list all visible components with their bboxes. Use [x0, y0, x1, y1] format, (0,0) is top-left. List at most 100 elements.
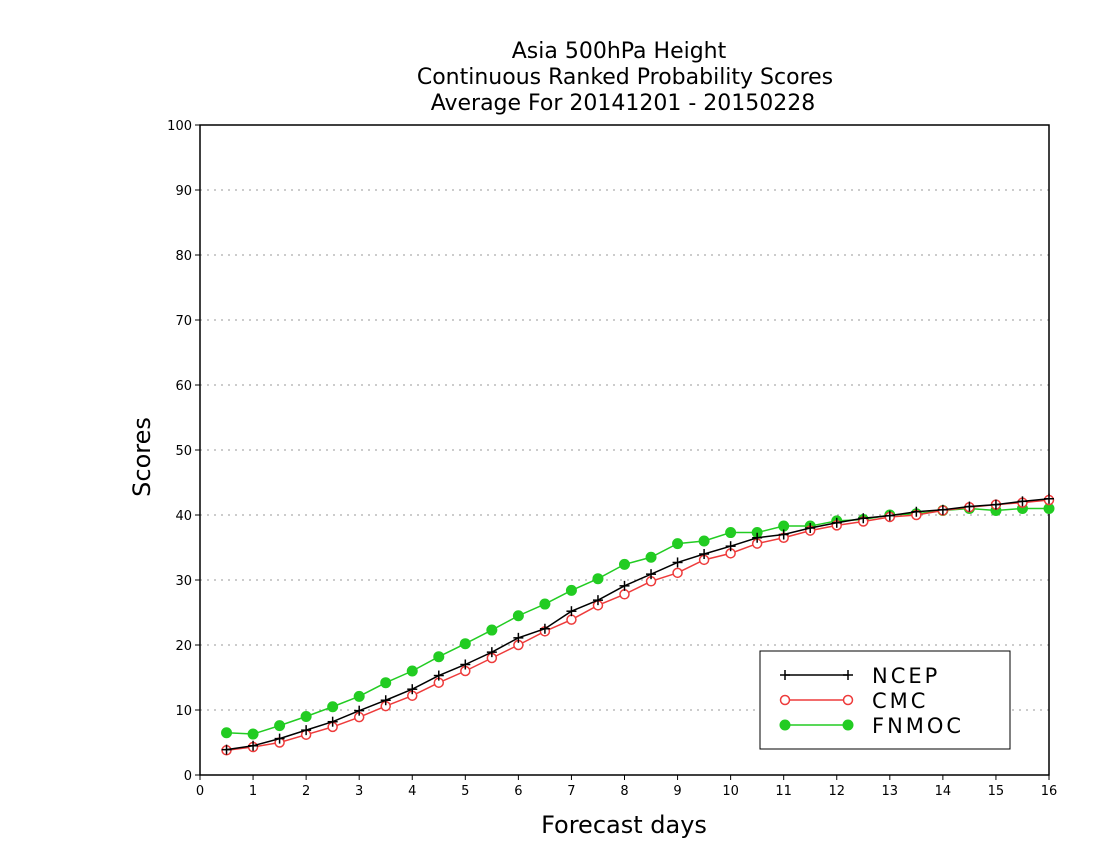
point-fnmoc-2.5	[327, 701, 339, 713]
point-fnmoc-10	[725, 527, 737, 539]
y-tick-label-40: 40	[175, 509, 192, 524]
y-tick-label-50: 50	[175, 444, 192, 459]
point-ncep-6.5	[539, 623, 550, 634]
point-ncep-7	[566, 606, 577, 617]
y-tick-label-10: 10	[175, 704, 192, 719]
point-fnmoc-6	[512, 610, 524, 622]
y-tick-label-80: 80	[175, 249, 192, 264]
point-ncep-2	[301, 725, 312, 736]
point-ncep-14	[937, 504, 948, 515]
point-cmc-9	[672, 567, 683, 579]
point-cmc-8	[619, 589, 630, 600]
point-ncep-3.5	[380, 695, 391, 706]
point-ncep-13.5	[911, 506, 922, 517]
point-fnmoc-6.5	[539, 598, 551, 610]
point-ncep-16	[1044, 493, 1054, 504]
point-ncep-0.5	[221, 744, 232, 755]
chart-title: Asia 500hPa Height Continuous Ranked Pro…	[417, 39, 833, 116]
legend-marker-end-fnmoc	[842, 719, 854, 731]
legend-marker-end-cmc	[842, 694, 854, 706]
legend-label-fnmoc: FNMOC	[872, 714, 964, 738]
point-fnmoc-1	[247, 728, 259, 740]
y-axis-title: Scores	[128, 417, 156, 497]
legend-label-ncep: NCEP	[872, 664, 940, 688]
legend-item-cmc: CMC	[779, 689, 925, 713]
point-ncep-15.5	[1017, 496, 1028, 507]
point-fnmoc-0.5	[221, 727, 233, 739]
y-tick-label-0: 0	[184, 769, 192, 784]
x-tick-label-15: 15	[988, 784, 1005, 799]
y-tick-label-20: 20	[175, 639, 192, 654]
legend-marker-start-fnmoc	[779, 719, 791, 731]
point-ncep-6	[513, 632, 524, 643]
legend-marker-start-cmc	[779, 694, 791, 706]
x-tick-label-10: 10	[722, 784, 739, 799]
point-ncep-8.5	[646, 569, 657, 580]
point-ncep-12.5	[858, 513, 869, 524]
x-tick-label-3: 3	[355, 784, 363, 799]
point-fnmoc-1.5	[274, 720, 286, 732]
point-fnmoc-3	[353, 690, 365, 702]
series-cmc	[221, 494, 1055, 756]
point-ncep-12	[831, 517, 842, 528]
point-fnmoc-7.5	[592, 573, 604, 585]
legend-marker-start-ncep	[780, 670, 790, 680]
point-fnmoc-3.5	[380, 677, 392, 689]
point-ncep-10	[725, 541, 736, 552]
x-tick-label-9: 9	[673, 784, 681, 799]
point-fnmoc-8	[619, 558, 630, 570]
point-fnmoc-8.5	[645, 551, 657, 563]
y-tick-label-70: 70	[175, 314, 192, 329]
legend-item-ncep: NCEP	[780, 664, 940, 688]
y-tick-label-30: 30	[175, 574, 192, 589]
point-fnmoc-2	[300, 711, 312, 722]
x-tick-label-13: 13	[882, 784, 899, 799]
point-ncep-14.5	[964, 501, 975, 512]
x-tick-label-8: 8	[620, 784, 628, 799]
x-tick-label-12: 12	[828, 784, 845, 799]
point-ncep-7.5	[592, 595, 603, 606]
chart-title-line-1: Asia 500hPa Height	[512, 39, 727, 64]
point-ncep-13	[884, 510, 895, 521]
data-series	[221, 493, 1055, 756]
x-tick-label-16: 16	[1041, 784, 1058, 799]
point-ncep-15	[990, 499, 1001, 510]
point-fnmoc-7	[565, 584, 577, 596]
point-cmc-7	[566, 614, 577, 625]
point-fnmoc-4.5	[433, 651, 445, 663]
point-ncep-11	[778, 529, 789, 540]
x-tick-label-1: 1	[249, 784, 257, 799]
point-ncep-4.5	[433, 670, 444, 681]
point-ncep-1.5	[274, 733, 285, 744]
x-axis-title: Forecast days	[541, 811, 707, 839]
y-tick-label-100: 100	[167, 119, 192, 134]
point-ncep-8	[619, 580, 630, 591]
x-tick-label-11: 11	[775, 784, 792, 799]
x-tick-label-4: 4	[408, 784, 416, 799]
point-ncep-5	[460, 659, 471, 670]
x-tick-label-7: 7	[567, 784, 575, 799]
point-ncep-3	[354, 705, 365, 716]
point-ncep-2.5	[327, 716, 338, 727]
y-tick-label-60: 60	[175, 379, 192, 394]
gridlines	[200, 189, 1049, 711]
point-fnmoc-4	[406, 665, 418, 677]
point-fnmoc-9	[672, 538, 684, 550]
point-ncep-10.5	[752, 532, 763, 543]
chart-title-line-3: Average For 20141201 - 20150228	[431, 91, 816, 116]
y-tick-label-90: 90	[175, 184, 192, 199]
point-ncep-5.5	[486, 647, 497, 658]
x-tick-label-6: 6	[514, 784, 522, 799]
point-fnmoc-9.5	[698, 535, 710, 547]
point-ncep-11.5	[805, 523, 816, 533]
x-tick-label-5: 5	[461, 784, 469, 799]
legend-marker-end-ncep	[843, 670, 853, 680]
point-ncep-1	[248, 740, 259, 751]
series-ncep	[221, 493, 1054, 755]
x-tick-label-2: 2	[302, 784, 310, 799]
point-fnmoc-5.5	[486, 624, 498, 636]
